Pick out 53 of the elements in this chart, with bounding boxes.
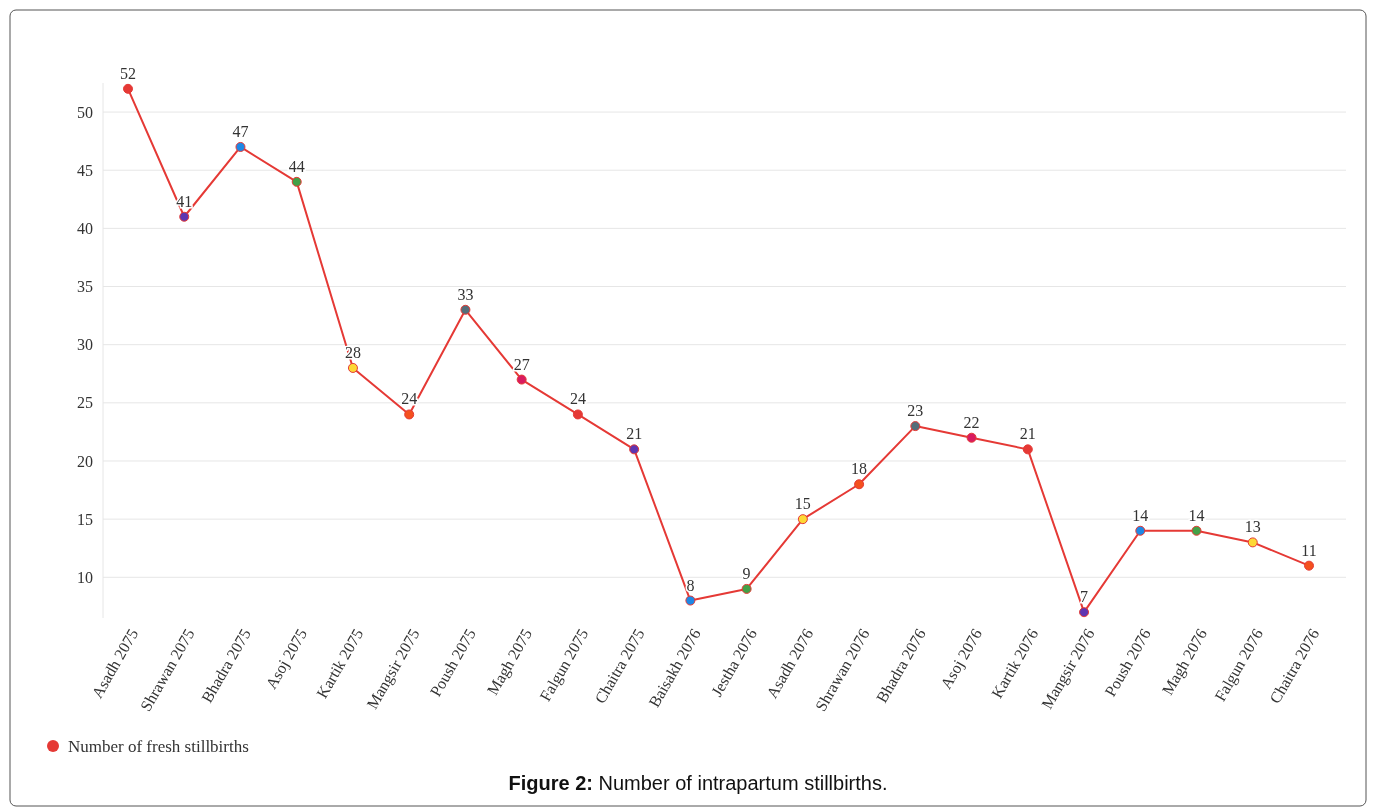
point [1079, 607, 1090, 618]
point [966, 432, 977, 443]
y-tick-label: 35 [77, 278, 93, 296]
data-label: 21 [1019, 425, 1036, 443]
point [1247, 537, 1258, 548]
data-label: 15 [794, 495, 811, 513]
point [629, 444, 640, 455]
data-label: 14 [1188, 506, 1205, 524]
data-label: 8 [686, 576, 695, 594]
data-label: 18 [851, 460, 868, 478]
point [854, 479, 865, 490]
data-label: 7 [1080, 588, 1089, 606]
point [235, 141, 246, 152]
point [685, 595, 696, 606]
point [741, 583, 752, 594]
point [910, 421, 921, 432]
y-tick-label: 30 [77, 336, 93, 354]
text: Figure 2: Number of intrapartum stillbirths. [508, 772, 888, 794]
data-label: 24 [401, 390, 418, 408]
data-label: 9 [742, 564, 751, 582]
y-tick-label: 45 [77, 161, 93, 179]
point [1191, 525, 1202, 536]
legend-label: Number of fresh stillbirths [68, 736, 249, 756]
point [572, 409, 583, 420]
data-label: 47 [232, 122, 249, 140]
data-label: 23 [907, 402, 924, 420]
point [1022, 444, 1033, 455]
y-tick-label: 20 [77, 452, 93, 470]
y-tick-label: 50 [77, 103, 93, 121]
y-tick-label: 10 [77, 568, 93, 586]
y-tick-label: 25 [77, 394, 93, 412]
point [404, 409, 415, 420]
point [123, 83, 133, 94]
point [291, 176, 302, 187]
y-tick-label: 40 [77, 219, 93, 237]
data-label: 14 [1132, 506, 1149, 524]
point [347, 362, 358, 373]
data-label: 33 [457, 285, 474, 303]
point [1304, 560, 1314, 571]
point [1135, 525, 1146, 536]
y-tick-label: 15 [77, 510, 93, 528]
data-label: 21 [626, 425, 643, 443]
point [179, 211, 190, 222]
data-label: 22 [963, 413, 980, 431]
point [797, 514, 808, 525]
data-label: 11 [1301, 541, 1317, 559]
data-label: 24 [569, 390, 586, 408]
point [460, 304, 471, 315]
data-label: 44 [288, 157, 305, 175]
data-label: 27 [513, 355, 530, 373]
point [516, 374, 527, 385]
data-label: 13 [1244, 518, 1261, 536]
data-label: 52 [120, 64, 136, 82]
